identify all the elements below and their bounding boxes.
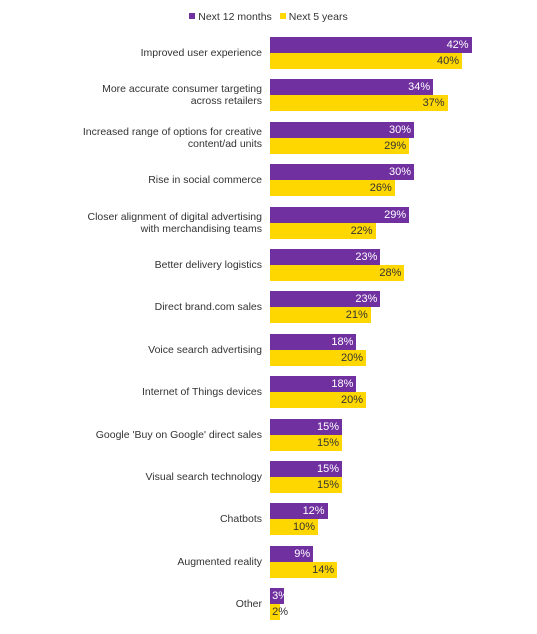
value-label: 21% — [345, 309, 368, 322]
value-label: 34% — [408, 81, 431, 94]
value-label: 14% — [312, 563, 335, 576]
value-label: 26% — [369, 182, 392, 195]
bar — [270, 53, 462, 69]
value-label: 29% — [384, 208, 407, 221]
bar — [270, 461, 342, 477]
bar — [270, 222, 376, 239]
value-label: 42% — [446, 39, 469, 51]
category-label: Augmented reality — [177, 555, 262, 568]
bar — [270, 349, 366, 366]
bar — [270, 265, 405, 281]
bar — [270, 79, 434, 96]
legend-item: Next 5 years — [279, 11, 348, 23]
category-label: Closer alignment of digital advertising … — [87, 210, 262, 235]
bar — [270, 503, 328, 520]
bar — [270, 37, 472, 53]
bar — [270, 95, 448, 112]
value-label: 40% — [436, 55, 459, 67]
value-label: 23% — [355, 251, 378, 263]
legend: Next 12 months Next 5 years — [0, 11, 537, 23]
value-label: 28% — [379, 267, 402, 279]
value-label: 2% — [272, 606, 288, 619]
bar — [270, 307, 371, 324]
category-label: Chatbots — [219, 513, 262, 526]
bar — [270, 604, 280, 621]
value-label: 9% — [294, 547, 311, 560]
category-label: Direct brand.com sales — [154, 301, 262, 314]
category-label: Improved user experience — [140, 47, 262, 59]
bar — [270, 249, 381, 265]
category-label: Voice search advertising — [148, 343, 262, 356]
legend-label: Next 12 months — [198, 11, 272, 23]
value-label: 30% — [388, 166, 411, 179]
bar — [270, 137, 410, 154]
bar — [270, 206, 410, 223]
value-label: 12% — [302, 505, 325, 518]
bar — [270, 477, 342, 493]
value-label: 15% — [316, 436, 339, 449]
category-label: Internet of Things devices — [141, 386, 262, 399]
value-label: 20% — [340, 351, 363, 364]
value-label: 22% — [350, 224, 373, 237]
bar — [270, 519, 318, 536]
bar — [270, 291, 381, 308]
category-label: Increased range of options for creative … — [82, 125, 262, 150]
bar — [270, 418, 342, 435]
value-label: 15% — [316, 463, 339, 475]
bar — [270, 121, 414, 138]
legend-swatch — [279, 13, 286, 19]
legend-swatch — [189, 13, 196, 19]
value-label: 20% — [340, 394, 363, 407]
bar — [270, 545, 314, 562]
value-label: 15% — [316, 420, 339, 433]
bar — [270, 180, 395, 197]
category-label: Better delivery logistics — [154, 259, 262, 271]
legend-item: Next 12 months — [189, 11, 272, 23]
value-label: 23% — [355, 293, 378, 306]
legend-label: Next 5 years — [288, 11, 348, 23]
value-label: 18% — [331, 378, 354, 391]
category-label: More accurate consumer targeting across … — [102, 83, 262, 108]
category-label: Visual search technology — [145, 471, 262, 483]
value-label: 29% — [384, 139, 407, 152]
category-label: Other — [235, 598, 262, 611]
category-label: Rise in social commerce — [148, 174, 262, 187]
bar — [270, 376, 357, 393]
bar — [270, 434, 342, 451]
bar — [270, 333, 357, 350]
value-label: 18% — [331, 335, 354, 348]
bar — [270, 561, 338, 578]
category-label: Google 'Buy on Google' direct sales — [95, 428, 262, 441]
bar — [270, 164, 414, 181]
value-label: 37% — [422, 97, 445, 110]
bar — [270, 588, 285, 605]
value-label: 3% — [272, 590, 288, 603]
value-label: 10% — [292, 521, 315, 534]
value-label: 15% — [316, 479, 339, 491]
value-label: 30% — [388, 123, 411, 136]
bar — [270, 392, 366, 409]
